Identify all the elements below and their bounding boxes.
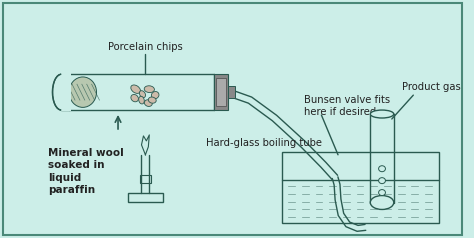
Ellipse shape [370,110,394,118]
Ellipse shape [379,166,385,172]
Bar [139,175,151,183]
Ellipse shape [379,190,385,196]
Text: Bunsen valve fits
here if desired: Bunsen valve fits here if desired [304,95,390,117]
Text: Hard-glass boiling tube: Hard-glass boiling tube [206,138,322,148]
Text: Porcelain chips: Porcelain chips [108,42,183,52]
Text: Product gas: Product gas [401,82,460,92]
Ellipse shape [131,85,140,93]
Ellipse shape [131,94,138,102]
Bar [128,193,163,202]
Ellipse shape [370,196,394,209]
Bar [283,181,438,223]
Ellipse shape [139,91,146,98]
Ellipse shape [379,178,385,184]
Bar [216,78,226,106]
Bar [61,73,71,111]
Text: Mineral wool
soaked in
liquid
paraffin: Mineral wool soaked in liquid paraffin [47,148,123,195]
Ellipse shape [144,86,155,93]
Ellipse shape [139,96,144,104]
Ellipse shape [69,77,97,107]
Bar [214,74,228,110]
Bar [283,152,439,223]
Ellipse shape [53,74,70,110]
Ellipse shape [148,97,156,103]
Ellipse shape [145,100,152,106]
Ellipse shape [151,92,159,99]
Bar [228,86,236,98]
